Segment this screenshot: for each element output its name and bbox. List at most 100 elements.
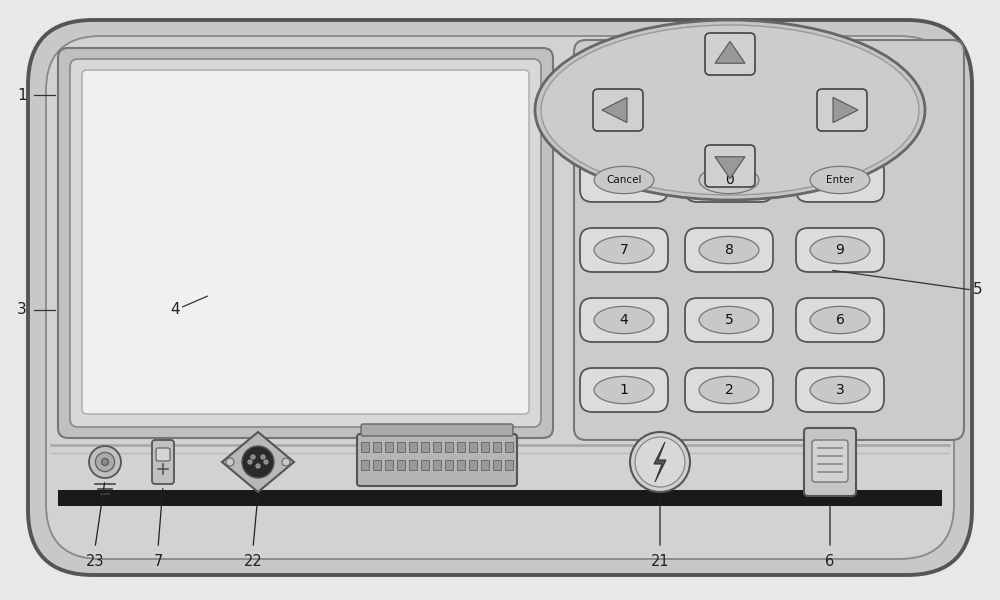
Bar: [445, 442, 453, 452]
Circle shape: [282, 458, 290, 466]
Polygon shape: [654, 442, 666, 482]
FancyBboxPatch shape: [796, 298, 884, 342]
Ellipse shape: [810, 307, 870, 334]
FancyBboxPatch shape: [685, 158, 773, 202]
FancyBboxPatch shape: [361, 424, 513, 436]
FancyBboxPatch shape: [580, 158, 668, 202]
Circle shape: [251, 455, 255, 459]
Text: 7: 7: [153, 554, 163, 569]
Circle shape: [635, 437, 685, 487]
Circle shape: [226, 458, 234, 466]
Polygon shape: [715, 41, 745, 63]
FancyBboxPatch shape: [804, 428, 856, 496]
FancyBboxPatch shape: [817, 89, 867, 131]
Ellipse shape: [699, 376, 759, 404]
FancyBboxPatch shape: [685, 298, 773, 342]
Bar: [445, 460, 453, 470]
Text: 23: 23: [86, 554, 104, 569]
FancyBboxPatch shape: [796, 368, 884, 412]
FancyBboxPatch shape: [156, 448, 170, 461]
Bar: [481, 442, 489, 452]
Bar: [505, 460, 513, 470]
Bar: [385, 442, 393, 452]
Text: 1: 1: [620, 383, 628, 397]
FancyBboxPatch shape: [580, 368, 668, 412]
Text: Enter: Enter: [826, 175, 854, 185]
Bar: [457, 442, 465, 452]
Bar: [421, 460, 429, 470]
Bar: [397, 460, 405, 470]
FancyBboxPatch shape: [593, 89, 643, 131]
Circle shape: [264, 460, 268, 464]
Circle shape: [261, 455, 265, 459]
FancyBboxPatch shape: [685, 368, 773, 412]
FancyBboxPatch shape: [705, 33, 755, 75]
Bar: [361, 442, 369, 452]
Bar: [373, 442, 381, 452]
Bar: [409, 442, 417, 452]
Text: 3: 3: [836, 383, 844, 397]
FancyBboxPatch shape: [685, 228, 773, 272]
FancyBboxPatch shape: [46, 36, 954, 559]
FancyBboxPatch shape: [580, 298, 668, 342]
Circle shape: [256, 464, 260, 468]
Polygon shape: [222, 432, 294, 492]
Ellipse shape: [541, 25, 919, 195]
Text: 3: 3: [17, 302, 27, 317]
Circle shape: [242, 446, 274, 478]
FancyBboxPatch shape: [28, 20, 972, 575]
Bar: [409, 460, 417, 470]
Text: 6: 6: [825, 554, 835, 569]
Text: 21: 21: [651, 554, 669, 569]
Bar: [457, 460, 465, 470]
Circle shape: [101, 458, 109, 466]
Circle shape: [630, 432, 690, 492]
Polygon shape: [833, 97, 858, 122]
Text: 5: 5: [725, 313, 733, 327]
Bar: [361, 460, 369, 470]
FancyBboxPatch shape: [82, 70, 529, 414]
Text: 7: 7: [620, 243, 628, 257]
Bar: [469, 460, 477, 470]
Ellipse shape: [810, 236, 870, 263]
Ellipse shape: [594, 376, 654, 404]
Text: 22: 22: [244, 554, 262, 569]
Ellipse shape: [594, 307, 654, 334]
Bar: [433, 442, 441, 452]
FancyBboxPatch shape: [796, 228, 884, 272]
Bar: [373, 460, 381, 470]
FancyBboxPatch shape: [70, 59, 541, 427]
Text: 4: 4: [620, 313, 628, 327]
Bar: [469, 442, 477, 452]
FancyBboxPatch shape: [812, 440, 848, 482]
Circle shape: [89, 446, 121, 478]
Bar: [421, 442, 429, 452]
Ellipse shape: [810, 376, 870, 404]
Ellipse shape: [810, 166, 870, 194]
FancyBboxPatch shape: [705, 145, 755, 187]
Text: 4: 4: [170, 302, 180, 317]
Ellipse shape: [699, 236, 759, 263]
FancyBboxPatch shape: [574, 40, 964, 440]
Circle shape: [248, 460, 252, 464]
Polygon shape: [602, 97, 627, 122]
FancyBboxPatch shape: [58, 48, 553, 438]
Ellipse shape: [699, 166, 759, 194]
FancyBboxPatch shape: [580, 228, 668, 272]
FancyBboxPatch shape: [357, 434, 517, 486]
Bar: [385, 460, 393, 470]
FancyBboxPatch shape: [796, 158, 884, 202]
FancyBboxPatch shape: [152, 440, 174, 484]
Text: 5: 5: [973, 283, 983, 298]
Text: Cancel: Cancel: [606, 175, 642, 185]
Ellipse shape: [594, 236, 654, 263]
Bar: [493, 442, 501, 452]
Ellipse shape: [535, 20, 925, 200]
Bar: [433, 460, 441, 470]
Bar: [58, 490, 942, 506]
Bar: [493, 460, 501, 470]
Bar: [481, 460, 489, 470]
Text: 8: 8: [725, 243, 733, 257]
Bar: [397, 442, 405, 452]
Ellipse shape: [594, 166, 654, 194]
